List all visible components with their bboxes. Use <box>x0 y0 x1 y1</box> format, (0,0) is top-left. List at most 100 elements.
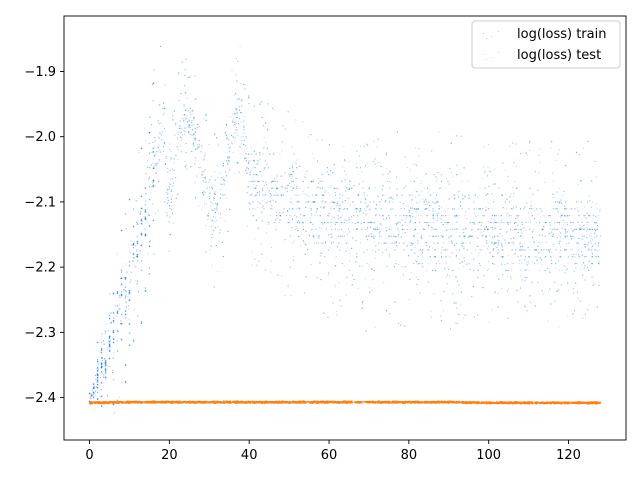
train-point <box>128 265 131 267</box>
train-point <box>575 267 577 269</box>
train-point <box>330 233 332 235</box>
train-point <box>559 221 561 224</box>
train-point <box>193 145 195 147</box>
train-point <box>343 146 345 148</box>
train-point <box>196 126 198 129</box>
train-point <box>139 213 141 215</box>
train-point <box>524 280 526 282</box>
train-point <box>462 266 465 268</box>
train-point <box>369 208 371 210</box>
train-point <box>225 124 227 126</box>
train-point <box>580 268 582 270</box>
train-point <box>310 208 312 210</box>
train-point <box>305 276 307 278</box>
train-point <box>189 124 191 126</box>
train-point <box>583 206 585 208</box>
train-point <box>274 180 276 182</box>
train-point <box>359 167 361 169</box>
train-point <box>301 223 303 225</box>
train-point <box>279 212 281 214</box>
train-point <box>167 196 169 199</box>
train-point <box>510 208 512 210</box>
train-point <box>194 75 196 77</box>
train-point <box>530 201 532 203</box>
train-point <box>583 224 585 227</box>
train-point <box>334 223 336 226</box>
train-point <box>403 187 405 189</box>
train-point <box>322 194 325 196</box>
train-point <box>347 188 349 191</box>
train-point <box>474 194 476 196</box>
train-point <box>568 242 570 244</box>
train-point <box>371 235 373 237</box>
train-point <box>162 145 164 148</box>
train-point <box>140 211 142 213</box>
train-point <box>477 215 479 217</box>
train-point <box>122 317 124 319</box>
train-point <box>488 208 490 210</box>
train-point <box>225 124 227 126</box>
train-point <box>525 229 527 231</box>
train-point <box>565 208 567 210</box>
train-point <box>217 226 219 228</box>
train-point <box>457 196 460 198</box>
train-point <box>297 201 299 203</box>
train-point <box>392 198 394 200</box>
train-point <box>356 211 358 213</box>
train-point <box>496 246 498 248</box>
train-point <box>174 134 176 136</box>
train-point <box>519 235 521 237</box>
train-point <box>356 150 358 152</box>
train-point <box>135 250 137 252</box>
train-point <box>588 215 590 217</box>
train-point <box>333 216 335 218</box>
train-point <box>432 215 434 217</box>
train-point <box>570 235 572 237</box>
train-point <box>440 252 443 254</box>
train-point <box>95 378 97 380</box>
train-point <box>502 162 504 164</box>
train-point <box>425 221 428 224</box>
train-point <box>264 269 266 271</box>
train-point <box>405 215 407 217</box>
train-point <box>396 235 398 237</box>
train-point <box>170 198 172 200</box>
train-point <box>555 228 557 230</box>
train-point <box>259 171 261 173</box>
train-point <box>323 221 325 224</box>
train-point <box>104 358 106 360</box>
train-point <box>262 205 264 207</box>
train-point <box>353 215 355 217</box>
train-point <box>446 249 448 251</box>
train-point <box>576 291 579 294</box>
train-point <box>297 229 299 232</box>
train-point <box>452 269 454 271</box>
train-point <box>406 245 408 247</box>
train-point <box>287 221 289 224</box>
train-point <box>260 211 262 213</box>
train-point <box>414 221 416 224</box>
train-point <box>481 249 483 251</box>
train-point <box>539 270 541 272</box>
train-point <box>565 235 567 237</box>
train-point <box>436 215 438 217</box>
train-point <box>497 235 499 237</box>
train-point <box>190 114 192 116</box>
train-point <box>141 223 144 225</box>
train-point <box>455 248 457 250</box>
train-point <box>204 192 206 194</box>
train-point <box>386 230 388 232</box>
train-point <box>187 109 189 111</box>
train-point <box>527 261 529 263</box>
train-point <box>422 266 424 268</box>
train-point <box>336 203 338 205</box>
train-point <box>282 125 284 127</box>
train-point <box>235 129 237 131</box>
train-point <box>92 396 94 398</box>
train-point <box>593 283 595 285</box>
train-point <box>296 159 298 161</box>
train-point <box>237 129 239 131</box>
train-point <box>515 228 517 230</box>
train-point <box>403 249 405 251</box>
train-point <box>579 238 581 240</box>
